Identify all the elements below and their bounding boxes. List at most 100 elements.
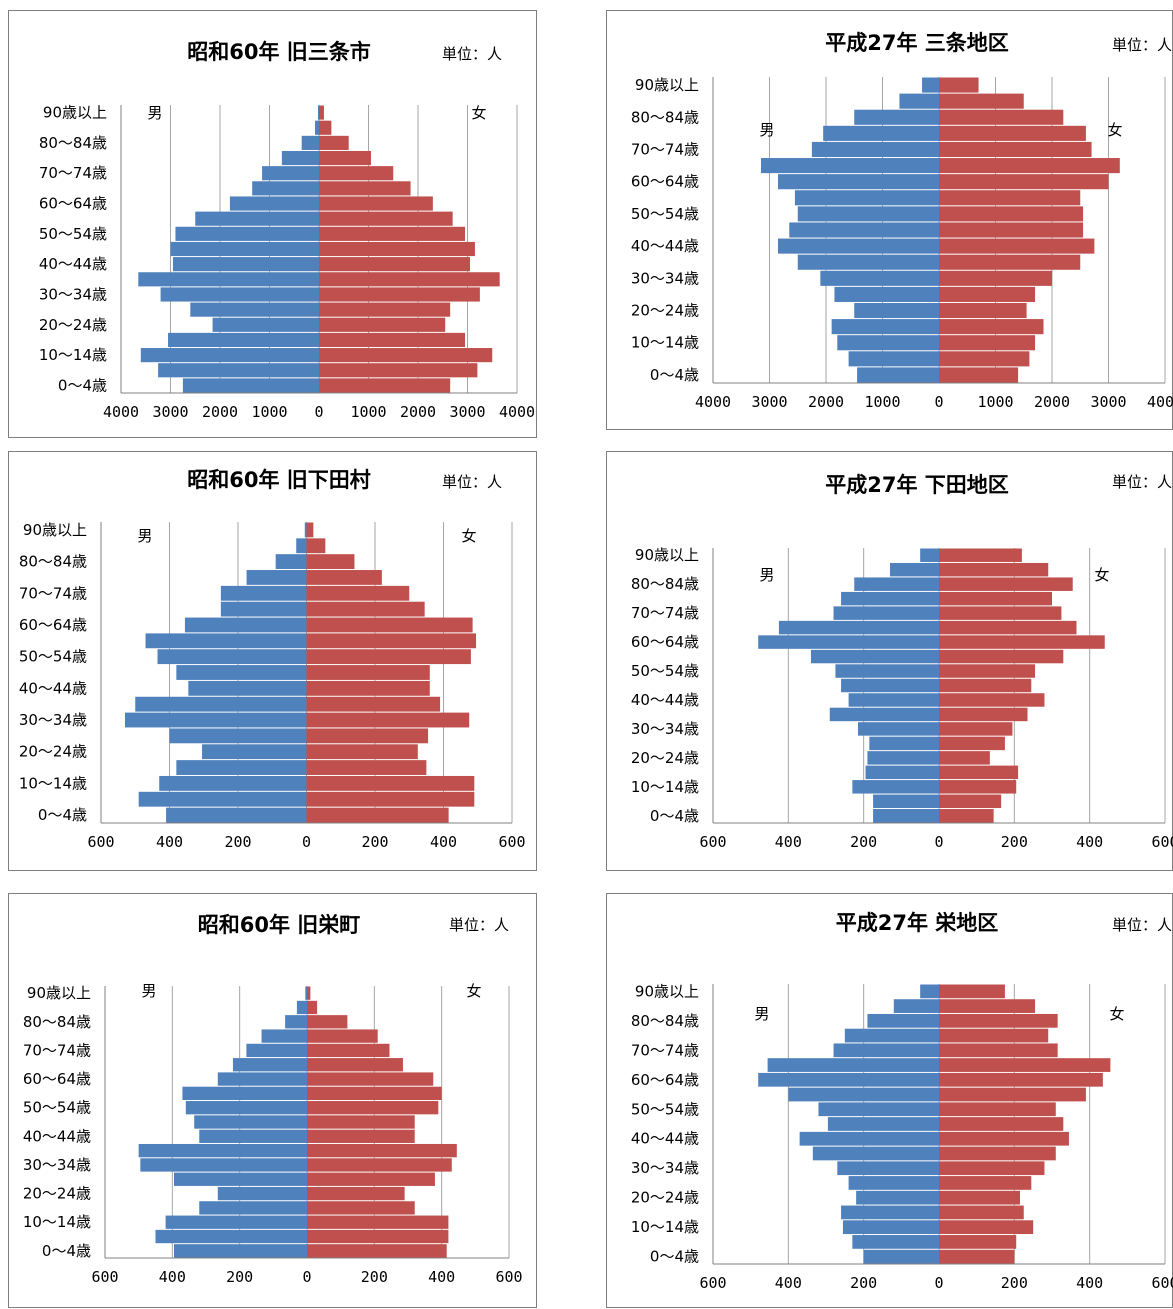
female-bar [939, 678, 1032, 693]
male-bar [170, 241, 319, 257]
male-bar [799, 1131, 939, 1146]
male-bar [304, 522, 307, 538]
female-bar [319, 150, 371, 166]
male-bar [168, 332, 319, 348]
male-bar [788, 1087, 939, 1102]
male-bar [199, 1201, 307, 1215]
category-label: 30～34歳 [631, 1159, 699, 1177]
category-label: 30～34歳 [39, 285, 107, 303]
x-tick-label: 2000 [400, 403, 436, 421]
male-bar [145, 633, 307, 649]
unit-label: 単位：人 [442, 473, 502, 491]
female-bar [306, 696, 441, 712]
female-bar [307, 986, 311, 1000]
male-bar [296, 1000, 307, 1015]
female-bar [307, 1172, 435, 1186]
male-bar [261, 1029, 307, 1043]
category-label: 60～64歳 [23, 1070, 91, 1088]
female-bar [939, 780, 1017, 794]
female-bar [307, 1229, 449, 1244]
pyramid-svg: 0～4歳 10～14歳 20～24歳 30～34歳 40～44歳 50～54歳 60～64歳… [19, 468, 526, 851]
male-bar [159, 775, 307, 791]
x-tick-label: 0 [934, 393, 943, 411]
male-bar [852, 780, 939, 794]
male-bar [157, 649, 307, 665]
male-bar [777, 238, 939, 254]
female-bar [319, 105, 324, 120]
x-tick-label: 0 [934, 833, 943, 851]
category-label: 20～24歳 [23, 1185, 91, 1203]
male-bar [174, 1172, 307, 1186]
female-bar [319, 181, 411, 196]
female-bar [306, 760, 427, 775]
female-bar [939, 606, 1062, 620]
male-bar [220, 601, 307, 617]
female-bar [306, 633, 477, 649]
category-label: 80～84歳 [39, 134, 107, 152]
female-bar [319, 317, 446, 332]
category-label: 60～64歳 [631, 173, 699, 191]
female-bar [307, 1015, 348, 1029]
x-tick-label: 1000 [251, 403, 287, 421]
category-label: 50～54歳 [39, 225, 107, 243]
category-label: 50～54歳 [631, 1100, 699, 1118]
category-label: 70～74歳 [631, 1041, 699, 1059]
female-label: 女 [1094, 566, 1109, 584]
male-bar [188, 680, 307, 696]
male-bar [842, 1220, 939, 1235]
female-bar [939, 319, 1044, 335]
x-tick-label: 200 [226, 1268, 253, 1286]
x-tick-label: 3000 [1090, 393, 1126, 411]
female-bar [939, 1102, 1056, 1117]
female-bar [307, 1115, 415, 1129]
male-bar [138, 791, 307, 807]
category-label: 40～44歳 [631, 691, 699, 709]
x-tick-label: 600 [91, 1268, 118, 1286]
category-label: 60～64歳 [19, 616, 87, 634]
x-tick-label: 0 [314, 403, 323, 421]
male-bar [194, 1115, 307, 1129]
category-label: 60～64歳 [39, 195, 107, 213]
male-bar [182, 1086, 307, 1101]
female-bar [939, 794, 1002, 809]
female-bar [306, 791, 475, 807]
male-bar [296, 538, 307, 554]
chart-title: 平成27年 下田地区 [825, 473, 1009, 497]
female-bar [939, 999, 1036, 1013]
male-bar [837, 335, 939, 351]
category-label: 10～14歳 [631, 778, 699, 796]
unit-label: 単位：人 [442, 45, 502, 63]
category-label: 30～34歳 [631, 720, 699, 738]
category-label: 10～14歳 [39, 346, 107, 364]
category-label: 0～4歳 [650, 366, 699, 384]
category-label: 90歳以上 [635, 546, 699, 564]
male-bar [920, 984, 939, 999]
male-bar [857, 367, 939, 383]
x-tick-label: 400 [1076, 1274, 1103, 1292]
female-bar [939, 984, 1005, 999]
female-bar [319, 241, 475, 257]
category-label: 20～24歳 [631, 1189, 699, 1207]
male-bar [899, 93, 939, 109]
chart-title: 昭和60年 旧栄町 [198, 913, 361, 937]
male-bar [232, 1058, 307, 1072]
female-bar [306, 807, 449, 823]
female-bar [306, 712, 470, 728]
female-bar [307, 1029, 378, 1043]
male-bar [844, 1028, 939, 1043]
male-label: 男 [137, 527, 152, 545]
female-bar [307, 1201, 415, 1215]
pyramid-panel: 0～4歳 10～14歳 20～24歳 30～34歳 40～44歳 50～54歳 60～64歳… [606, 10, 1173, 430]
x-tick-label: 200 [850, 1274, 877, 1292]
male-bar [831, 319, 939, 335]
category-label: 80～84歳 [23, 1013, 91, 1031]
female-bar [939, 335, 1036, 351]
female-bar [307, 1101, 439, 1115]
male-bar [160, 287, 319, 302]
category-label: 20～24歳 [39, 316, 107, 334]
x-tick-label: 400 [428, 1268, 455, 1286]
category-label: 20～24歳 [631, 302, 699, 320]
x-tick-label: 1000 [864, 393, 900, 411]
male-bar [285, 1015, 307, 1029]
category-label: 30～34歳 [631, 269, 699, 287]
